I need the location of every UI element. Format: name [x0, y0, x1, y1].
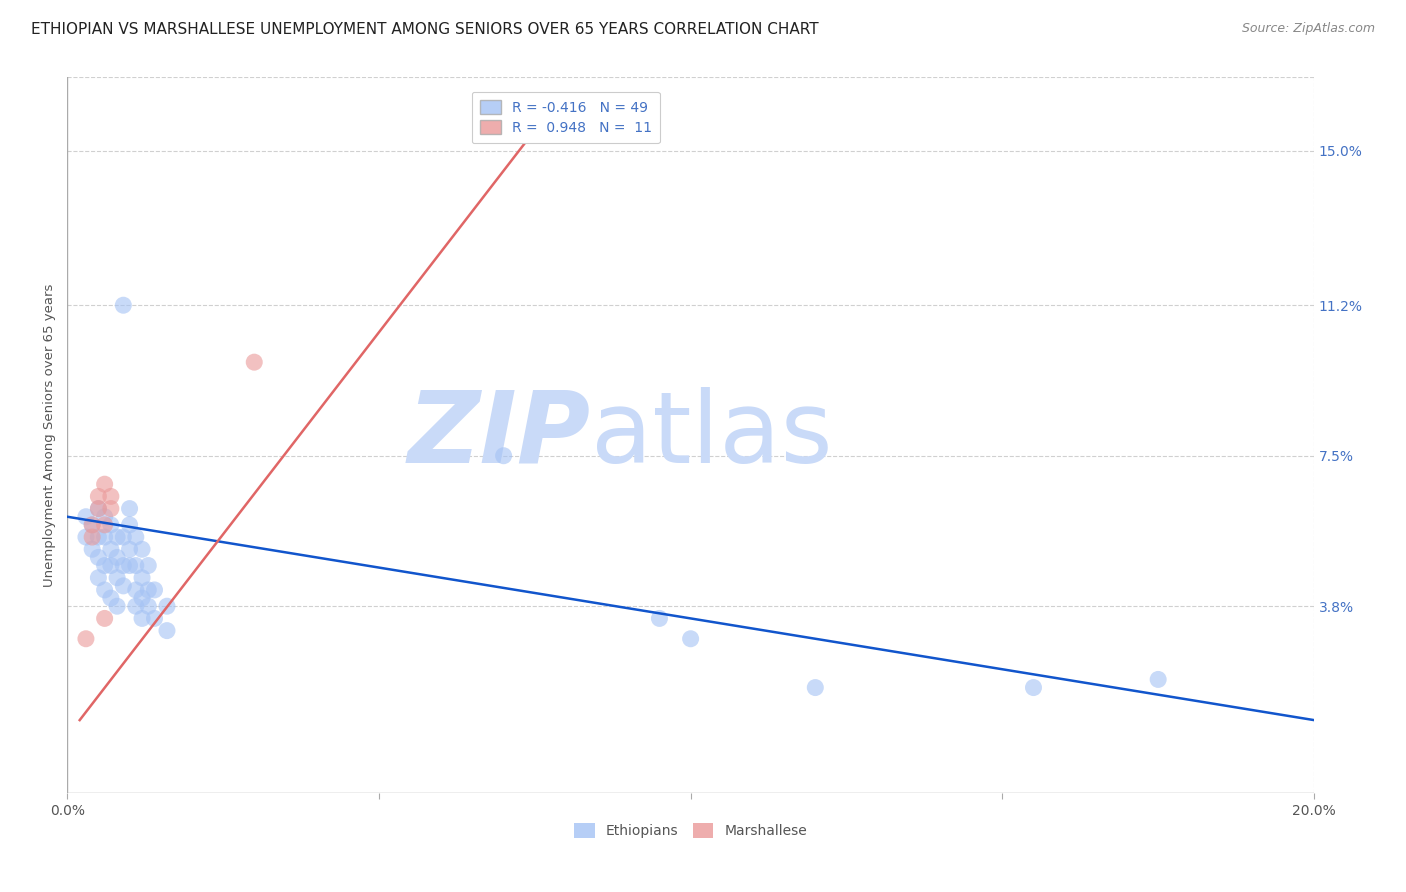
- Point: [112, 558, 135, 573]
- Point: [105, 530, 128, 544]
- Point: [100, 517, 122, 532]
- Point: [82, 517, 104, 532]
- Point: [118, 558, 141, 573]
- Point: [100, 542, 122, 557]
- Point: [156, 624, 179, 638]
- Point: [118, 542, 141, 557]
- Point: [804, 681, 827, 695]
- Point: [93, 530, 115, 544]
- Point: [82, 517, 104, 532]
- Point: [87, 501, 110, 516]
- Point: [93, 517, 115, 532]
- Point: [131, 542, 153, 557]
- Text: ETHIOPIAN VS MARSHALLESE UNEMPLOYMENT AMONG SENIORS OVER 65 YEARS CORRELATION CH: ETHIOPIAN VS MARSHALLESE UNEMPLOYMENT AM…: [31, 22, 818, 37]
- Point: [112, 298, 135, 312]
- Point: [93, 509, 115, 524]
- Point: [679, 632, 702, 646]
- Point: [136, 582, 159, 597]
- Point: [118, 501, 141, 516]
- Point: [105, 571, 128, 585]
- Point: [93, 477, 115, 491]
- Point: [100, 591, 122, 605]
- Legend: Ethiopians, Marshallese: Ethiopians, Marshallese: [568, 818, 813, 844]
- Point: [87, 530, 110, 544]
- Point: [648, 611, 671, 625]
- Point: [93, 611, 115, 625]
- Point: [125, 530, 148, 544]
- Point: [75, 530, 97, 544]
- Text: Source: ZipAtlas.com: Source: ZipAtlas.com: [1241, 22, 1375, 36]
- Point: [105, 550, 128, 565]
- Point: [1147, 673, 1170, 687]
- Point: [492, 449, 515, 463]
- Point: [100, 489, 122, 503]
- Point: [105, 599, 128, 614]
- Point: [87, 501, 110, 516]
- Point: [82, 530, 104, 544]
- Point: [125, 599, 148, 614]
- Point: [112, 530, 135, 544]
- Point: [100, 558, 122, 573]
- Point: [112, 579, 135, 593]
- Point: [143, 582, 166, 597]
- Point: [136, 599, 159, 614]
- Point: [93, 558, 115, 573]
- Point: [100, 501, 122, 516]
- Point: [136, 558, 159, 573]
- Point: [118, 517, 141, 532]
- Point: [131, 611, 153, 625]
- Point: [131, 571, 153, 585]
- Point: [75, 509, 97, 524]
- Point: [156, 599, 179, 614]
- Point: [93, 582, 115, 597]
- Point: [125, 582, 148, 597]
- Text: atlas: atlas: [591, 387, 832, 483]
- Point: [87, 550, 110, 565]
- Point: [82, 542, 104, 557]
- Point: [131, 591, 153, 605]
- Point: [243, 355, 266, 369]
- Point: [1022, 681, 1045, 695]
- Point: [87, 489, 110, 503]
- Point: [143, 611, 166, 625]
- Point: [75, 632, 97, 646]
- Point: [125, 558, 148, 573]
- Point: [87, 571, 110, 585]
- Text: ZIP: ZIP: [408, 387, 591, 483]
- Y-axis label: Unemployment Among Seniors over 65 years: Unemployment Among Seniors over 65 years: [44, 284, 56, 587]
